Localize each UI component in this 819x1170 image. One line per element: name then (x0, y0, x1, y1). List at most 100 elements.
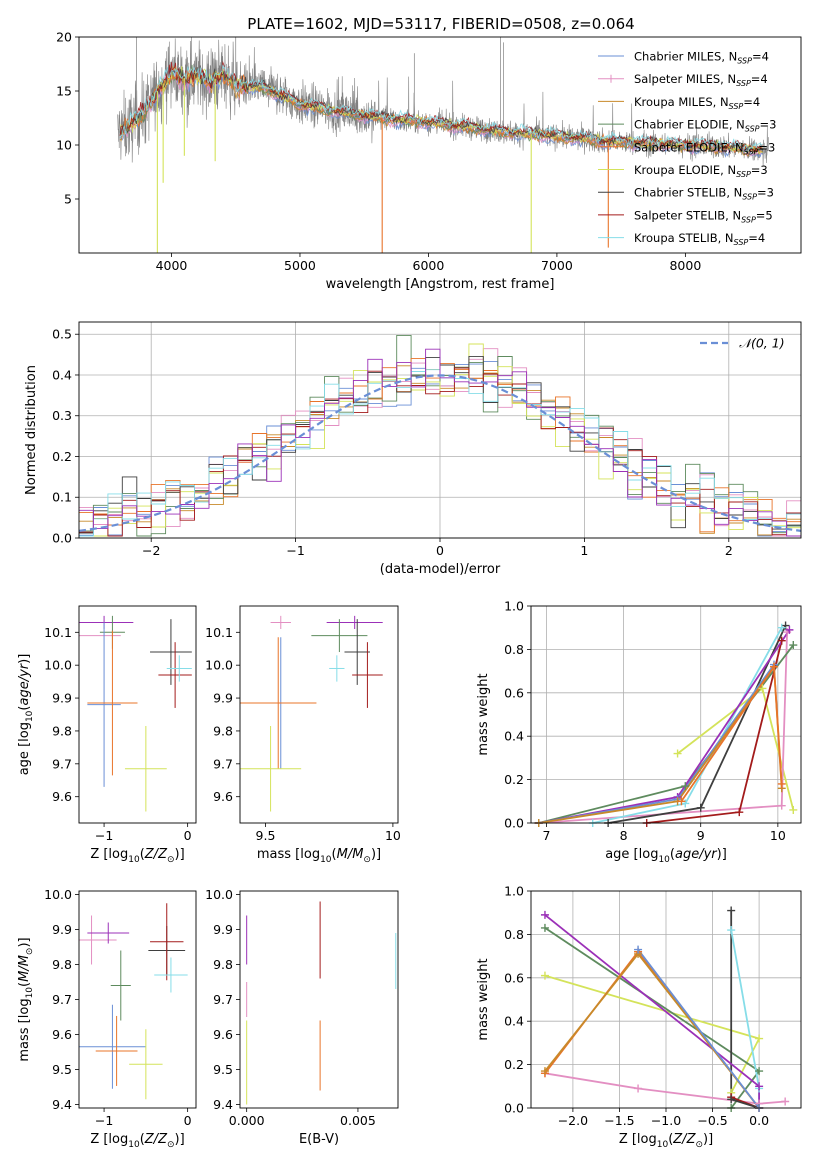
x-tick-label: −1 (95, 828, 113, 843)
legend: 𝒩(0, 1) (700, 336, 785, 351)
y-tick-label: 1.0 (504, 884, 524, 899)
legend: Chabrier MILES, NSSP=4 Salpeter MILES, NS… (598, 50, 776, 247)
legend-label: Kroupa ELODIE, NSSP=3 (634, 163, 768, 179)
panel-age_Z: −1 0 9.6 9.7 9.8 9.9 10.0 10.1 Z [log10(Z/Z⊙)] ag… (17, 605, 197, 865)
figure-title: PLATE=1602, MJD=53117, FIBERID=0508, z=0… (247, 15, 634, 33)
weight-line (607, 625, 787, 823)
y-tick-label: 0.2 (52, 449, 72, 464)
x-tick-label: −2.0 (558, 1113, 588, 1128)
weight-marker (727, 1095, 736, 1104)
legend-label: Chabrier ELODIE, NSSP=3 (634, 118, 776, 134)
x-axis-label: mass [log10(M/M⊙)] (257, 847, 381, 865)
y-tick-label: 9.7 (213, 756, 233, 771)
y-tick-label: 0.1 (52, 490, 72, 505)
y-tick-label: 5 (64, 192, 72, 207)
weight-marker (727, 926, 736, 935)
x-axis-label: Z [log10(Z/Z⊙)] (90, 847, 184, 865)
weight-marker (755, 1082, 764, 1091)
weight-line (538, 631, 788, 823)
y-tick-label: 0.4 (504, 729, 524, 744)
histogram-s_stelib (79, 367, 801, 537)
plot-area (79, 334, 801, 537)
weight-line (637, 949, 760, 1108)
plot-area (117, 37, 769, 253)
y-tick-label: 10.0 (205, 887, 233, 902)
plot-area (79, 615, 192, 812)
y-tick-label: 9.8 (213, 957, 233, 972)
weight-marker (777, 801, 786, 810)
legend-label: Kroupa STELIB, NSSP=4 (634, 231, 765, 247)
weight-line (544, 974, 761, 1094)
y-tick-label: 9.9 (213, 922, 233, 937)
y-tick-label: 10.0 (44, 887, 72, 902)
plot-area (246, 901, 397, 1105)
y-tick-label: 15 (56, 84, 72, 99)
weight-marker (634, 1084, 643, 1093)
y-tick-label: 0.6 (504, 685, 524, 700)
weight-marker (758, 684, 767, 693)
x-axis-label: Z [log10(Z/Z⊙)] (90, 1132, 184, 1150)
weight-line (544, 952, 760, 1108)
weight-marker (677, 797, 686, 806)
y-tick-label: 9.5 (52, 1062, 72, 1077)
y-tick-label: 9.8 (213, 723, 233, 738)
y-tick-label: 9.6 (213, 1027, 233, 1042)
y-tick-label: 0.4 (504, 1014, 524, 1029)
weight-marker (540, 1067, 549, 1076)
y-tick-label: 9.5 (213, 1062, 233, 1077)
y-tick-label: 9.7 (213, 992, 233, 1007)
y-tick-label: 10.0 (205, 658, 233, 673)
model-line-kroupa-stelib (119, 64, 763, 152)
x-axis-label: wavelength [Angstrom, rest frame] (326, 277, 555, 292)
y-tick-label: 9.9 (213, 691, 233, 706)
x-tick-label: 4000 (156, 258, 188, 273)
y-tick-label: 9.4 (213, 1097, 233, 1112)
weight-marker (770, 662, 778, 671)
x-tick-label: 9 (697, 828, 705, 843)
y-tick-label: 0.0 (504, 1101, 524, 1116)
x-tick-label: −1.0 (651, 1113, 681, 1128)
y-tick-label: 10 (56, 138, 72, 153)
axes-frame (78, 605, 197, 824)
x-tick-label: 2 (725, 543, 733, 558)
axes-frame (530, 890, 802, 1109)
y-tick-label: 0.3 (52, 408, 72, 423)
weight-marker (785, 625, 794, 634)
plot-area (240, 615, 383, 812)
x-axis-label: Z [log10(Z/Z⊙)] (619, 1132, 713, 1150)
x-tick-label: 0.005 (340, 1113, 376, 1128)
weight-line (538, 664, 775, 823)
panel-mass_Z: −1 0 9.4 9.5 9.6 9.7 9.8 9.9 10.0 Z [log10(Z/Z⊙)]… (17, 887, 197, 1150)
x-tick-label: 6000 (413, 258, 445, 273)
x-tick-label: 8 (620, 828, 628, 843)
x-axis-label: age [log10(age/yr)] (605, 847, 727, 865)
y-tick-label: 9.6 (52, 789, 72, 804)
x-tick-label: −2 (142, 543, 160, 558)
axes-frame (239, 890, 399, 1109)
weight-line (680, 664, 783, 802)
x-tick-label: 0 (184, 1113, 192, 1128)
axes-frame (78, 890, 197, 1109)
y-axis-label: mass weight (476, 958, 491, 1040)
y-tick-label: 0.2 (504, 1057, 524, 1072)
weight-marker (777, 636, 786, 645)
histogram-c_elodie (79, 334, 801, 537)
panel-residuals: −2 −1 0 1 2 0.0 0.1 0.2 0.3 0.4 0.5 (data-model)/er… (24, 321, 802, 577)
weight-marker (681, 782, 690, 791)
x-axis-label: (data-model)/error (380, 562, 501, 577)
x-tick-label: 1 (580, 543, 588, 558)
weight-marker (777, 623, 786, 632)
weight-marker (540, 910, 549, 919)
x-tick-label: 10 (770, 828, 786, 843)
y-tick-label: 1.0 (504, 599, 524, 614)
weight-marker (777, 779, 786, 788)
y-tick-label: 9.9 (52, 691, 72, 706)
y-tick-label: 10.0 (44, 658, 72, 673)
weight-marker (634, 945, 643, 954)
weight-marker (540, 971, 549, 980)
panel-weight_Z: −2.0 −1.5 −1.0 −0.5 0.0 0.0 0.2 0.4 0.6 0.8 1.0 Z [… (476, 884, 802, 1150)
legend-label: 𝒩(0, 1) (739, 336, 785, 351)
weight-line (544, 1072, 786, 1105)
